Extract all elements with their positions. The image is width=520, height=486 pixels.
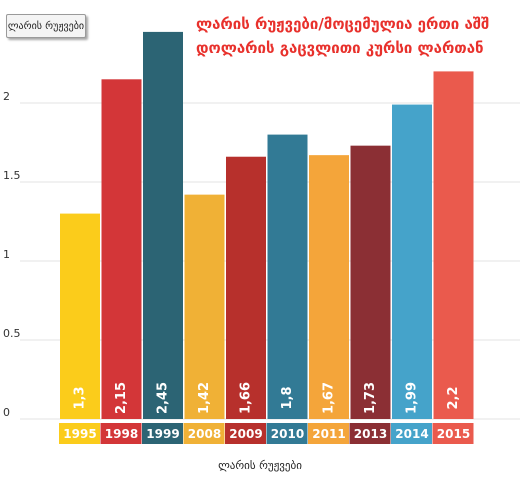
category-label: 2010 <box>271 427 304 441</box>
category-label: 2014 <box>395 427 428 441</box>
category-label: 1998 <box>105 427 138 441</box>
category-chip-2009 <box>225 423 266 444</box>
value-label: 1,66 <box>239 382 254 414</box>
category-label: 1995 <box>63 427 96 441</box>
bar-1998 <box>101 79 142 420</box>
legend-label: ლარის რუჟვები <box>7 20 85 32</box>
category-label: 2013 <box>354 427 387 441</box>
y-tick-label: 0.5 <box>3 327 21 340</box>
bar-2009 <box>226 156 266 419</box>
y-tick-label: 2 <box>3 90 10 103</box>
value-label: 1,99 <box>405 382 420 414</box>
value-label: 1,8 <box>280 386 295 409</box>
category-chip-2010 <box>266 423 308 444</box>
category-chip-2013 <box>349 423 391 444</box>
value-label: 1,42 <box>197 382 212 414</box>
category-chip-1995 <box>59 423 100 444</box>
bar-2015 <box>433 71 474 420</box>
value-label: 1,73 <box>363 382 378 414</box>
category-chip-1999 <box>142 423 183 444</box>
value-label: 2,15 <box>114 382 129 414</box>
bar-2011 <box>309 155 349 419</box>
category-label: 2008 <box>188 427 221 441</box>
x-axis-categories: 1995 1998 1999 2008 2009 2010 2011 2013 2014 2015 <box>59 423 474 444</box>
category-chip-2015 <box>432 423 474 444</box>
category-chip-2011 <box>308 423 349 444</box>
x-axis-title: ლარის რუჟვები <box>218 459 302 472</box>
value-label: 1,67 <box>322 382 337 414</box>
category-chip-1998 <box>100 423 142 444</box>
bar-2014 <box>392 104 432 419</box>
value-label: 1,3 <box>73 386 88 409</box>
y-tick-label: 1.5 <box>3 169 21 182</box>
legend-box: ლარის რუჟვები <box>6 14 86 38</box>
category-chip-2008 <box>183 423 225 444</box>
y-tick-label: 0 <box>3 406 10 419</box>
bar-2013 <box>350 145 391 419</box>
category-label: 2011 <box>312 427 345 441</box>
value-label: 2,45 <box>156 382 171 414</box>
bar-1999 <box>143 31 183 420</box>
y-axis-ticks: 0 0.5 1 1.5 2 <box>3 90 21 419</box>
category-label: 1999 <box>146 427 179 441</box>
value-labels: 1,3 2,15 2,45 1,42 1,66 1,8 1,67 1,73 1,99 2,2 <box>73 382 462 414</box>
category-chip-2014 <box>391 423 432 444</box>
value-label: 2,2 <box>446 386 461 409</box>
chart-title: ლარის რუჟვები/მოცემულია ერთი აშშ დოლარის… <box>196 15 490 57</box>
category-label: 2009 <box>229 427 262 441</box>
bar-2010 <box>267 134 308 419</box>
y-tick-label: 1 <box>3 248 10 261</box>
bar-2008 <box>184 194 225 419</box>
bars <box>60 31 474 420</box>
category-label: 2015 <box>437 427 470 441</box>
bar-1995 <box>60 213 100 419</box>
